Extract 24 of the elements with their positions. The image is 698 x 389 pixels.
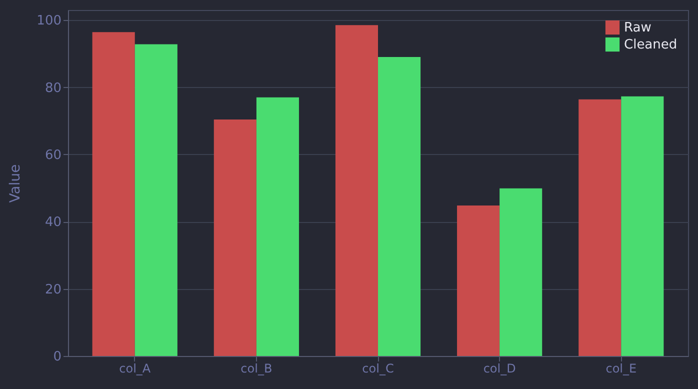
y-tick-label: 40 [44, 215, 62, 230]
y-tick-label: 0 [53, 350, 62, 364]
y-tick-label: 80 [44, 80, 62, 96]
bar [457, 206, 500, 356]
bar [92, 32, 135, 356]
x-tick-label: col_C [362, 362, 394, 376]
legend-label: Raw [624, 20, 652, 36]
x-tick-label: col_E [606, 362, 637, 376]
y-axis-title: Value [8, 164, 24, 203]
bar [134, 44, 178, 356]
y-tick-label: 20 [44, 282, 62, 298]
bar [378, 57, 421, 356]
bar [621, 96, 664, 356]
x-tick-label: col_A [119, 362, 152, 376]
bar [214, 120, 256, 356]
bar [578, 99, 622, 356]
bar [500, 188, 542, 356]
x-tick-label: col_D [483, 362, 516, 376]
bar [335, 25, 378, 356]
legend-label: Cleaned [624, 38, 678, 52]
bar [256, 97, 299, 356]
y-tick-label: 100 [36, 14, 62, 29]
x-tick-label: col_B [240, 362, 272, 376]
y-tick-label: 60 [44, 148, 62, 163]
